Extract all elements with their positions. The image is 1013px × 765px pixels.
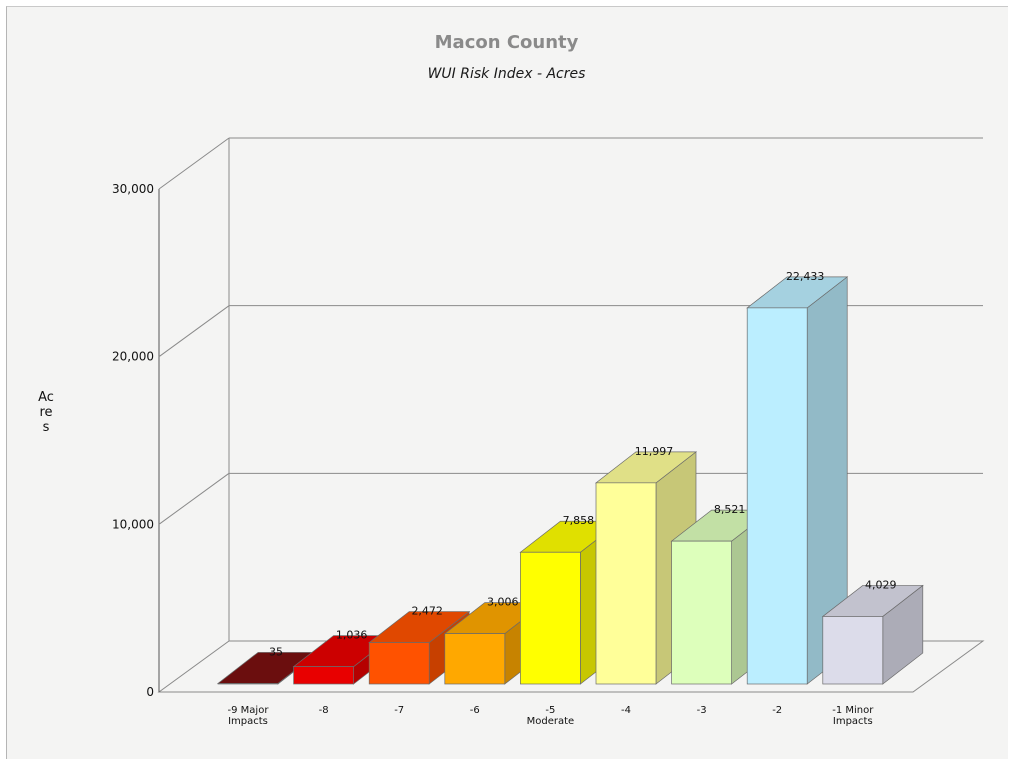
bar bbox=[671, 540, 732, 685]
bar bbox=[293, 666, 354, 685]
category-label: -1 Minor Impacts bbox=[832, 705, 874, 727]
category-label: -4 bbox=[621, 705, 631, 716]
y-tick-label: 30,000 bbox=[112, 182, 154, 196]
category-label: -7 bbox=[394, 705, 404, 716]
bar bbox=[595, 482, 657, 685]
bar bbox=[217, 683, 279, 685]
gridline-diagonal bbox=[158, 137, 230, 190]
gridline-diagonal bbox=[158, 472, 230, 525]
bar bbox=[746, 307, 808, 685]
bar bbox=[368, 642, 430, 685]
gridline-diagonal bbox=[158, 305, 230, 358]
category-label: -6 bbox=[470, 705, 480, 716]
chart-subtitle: WUI Risk Index - Acres bbox=[427, 66, 586, 82]
bar bbox=[822, 616, 884, 685]
y-axis-title: Acres bbox=[38, 390, 54, 435]
data-label: 2,472 bbox=[411, 605, 443, 618]
bar bbox=[520, 551, 581, 685]
data-label: 1,036 bbox=[336, 629, 368, 642]
data-label: 11,997 bbox=[635, 445, 674, 458]
data-label: 22,433 bbox=[786, 270, 825, 283]
data-label: 4,029 bbox=[865, 578, 897, 591]
category-label: -9 Major Impacts bbox=[228, 705, 270, 727]
category-label: -8 bbox=[319, 705, 329, 716]
bar bbox=[444, 633, 506, 685]
y-tick-label: 0 bbox=[146, 685, 154, 699]
chart-title: Macon County bbox=[434, 32, 579, 53]
data-label: 35 bbox=[269, 645, 283, 658]
data-label: 3,006 bbox=[487, 596, 519, 609]
y-tick-label: 20,000 bbox=[112, 350, 154, 364]
category-label: -5 Moderate bbox=[527, 705, 575, 727]
category-label: -2 bbox=[772, 705, 782, 716]
y-tick-label: 10,000 bbox=[112, 517, 154, 531]
data-label: 7,858 bbox=[563, 514, 595, 527]
category-label: -3 bbox=[697, 705, 707, 716]
chart-floor bbox=[157, 640, 985, 693]
data-label: 8,521 bbox=[714, 503, 746, 516]
